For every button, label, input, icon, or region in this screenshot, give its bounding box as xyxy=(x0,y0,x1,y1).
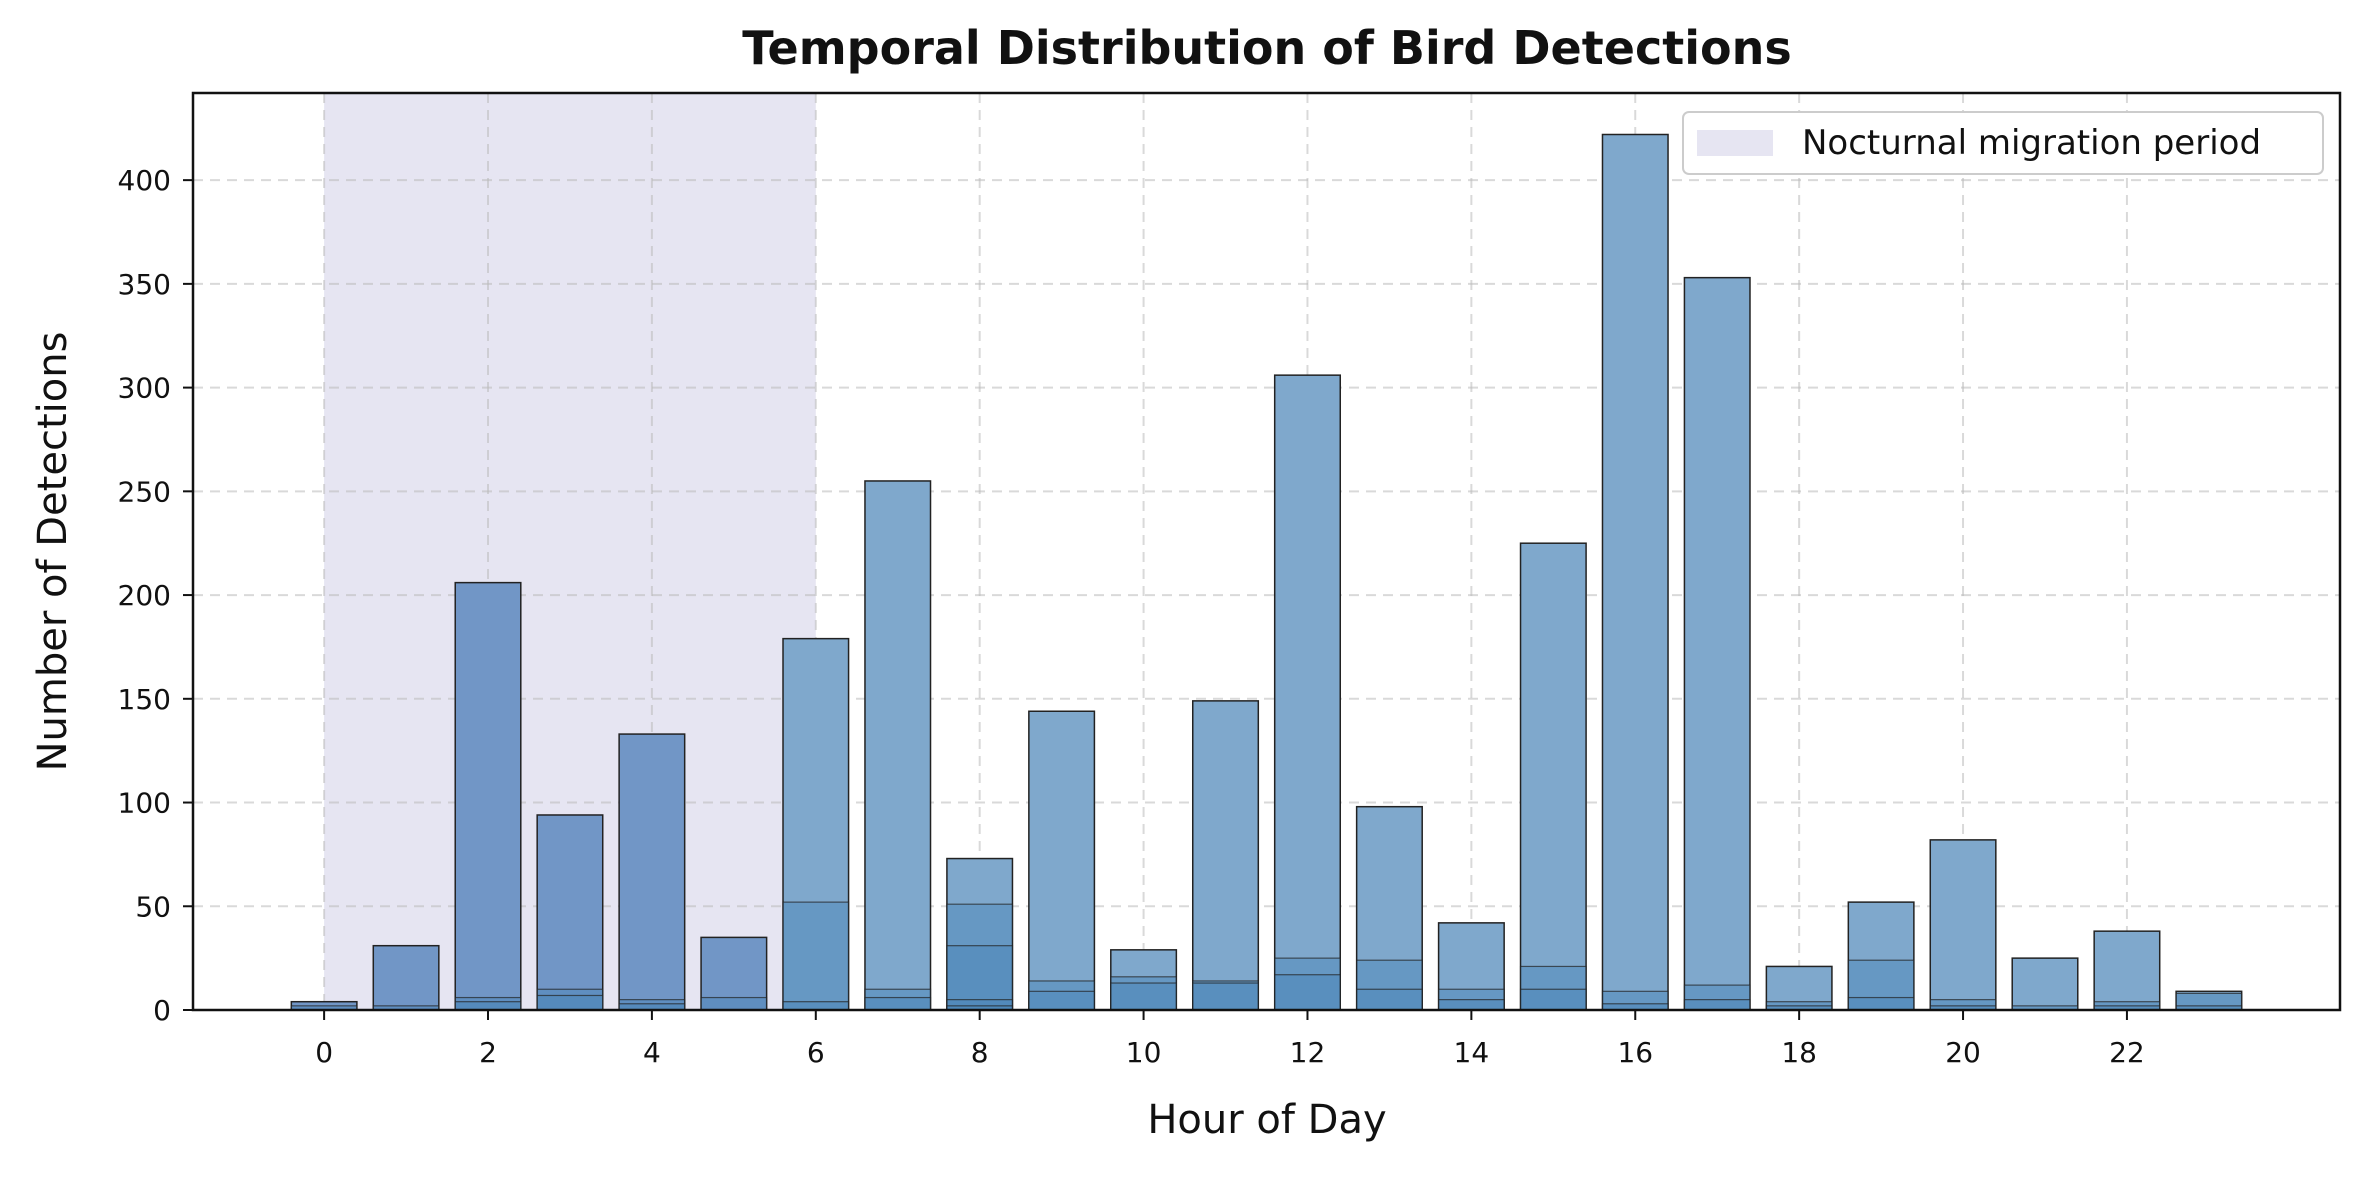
x-tick-label: 8 xyxy=(971,1036,989,1069)
x-tick-label: 12 xyxy=(1290,1036,1326,1069)
y-tick-label: 150 xyxy=(118,683,171,716)
bar-hour-19 xyxy=(1847,901,1915,1011)
bar-hour-18 xyxy=(1765,965,1833,1011)
bar-hour-21 xyxy=(2011,957,2079,1011)
bar-segment-hour-5 xyxy=(700,996,768,1011)
bar-segment-hour-19 xyxy=(1847,996,1915,1011)
x-tick-label: 22 xyxy=(2109,1036,2145,1069)
x-tick-label: 4 xyxy=(643,1036,661,1069)
bar-hour-12 xyxy=(1273,374,1342,1011)
legend-swatch xyxy=(1697,130,1773,156)
bar-hour-17 xyxy=(1683,276,1751,1011)
x-tick-label: 18 xyxy=(1781,1036,1817,1069)
bar-hour-3 xyxy=(536,814,604,1011)
bar-segment-hour-13 xyxy=(1356,988,1423,1011)
legend-entry-nocturnal-migration: Nocturnal migration period xyxy=(1802,123,2261,163)
plot-frame xyxy=(191,91,2342,1012)
y-tick-label: 250 xyxy=(118,475,171,508)
bar-segment-hour-17 xyxy=(1683,984,1751,1011)
y-tick-label: 200 xyxy=(118,579,171,612)
x-tick-label: 14 xyxy=(1454,1036,1490,1069)
y-tick-label: 350 xyxy=(118,268,171,301)
y-tick-label: 300 xyxy=(118,372,171,405)
bar-hour-9 xyxy=(1028,710,1096,1011)
bar-hour-6 xyxy=(782,637,850,1011)
bar-segment-hour-15 xyxy=(1519,988,1587,1011)
bar-segment-hour-6 xyxy=(782,901,850,1011)
bar-hour-16 xyxy=(1601,133,1669,1011)
x-tick-label: 0 xyxy=(315,1036,333,1069)
y-tick-label: 100 xyxy=(118,787,171,820)
bar-segment-hour-10 xyxy=(1110,982,1177,1011)
bar-segment-hour-19 xyxy=(1847,959,1915,1011)
bar-hour-20 xyxy=(1929,839,1997,1011)
x-ticks: 0 2 4 6 8 10 12 14 16 18 20 22 xyxy=(315,1010,2145,1069)
y-tick-label: 400 xyxy=(118,164,171,197)
bar-hour-4 xyxy=(618,733,686,1011)
bar-hour-22 xyxy=(2093,930,2161,1011)
bar-hour-11 xyxy=(1191,700,1260,1011)
x-tick-label: 10 xyxy=(1126,1036,1162,1069)
y-ticks: 0 50 100 150 200 250 300 350 400 xyxy=(118,164,193,1027)
bar-hour-2 xyxy=(454,581,522,1011)
bar-segment-hour-15 xyxy=(1519,965,1587,1011)
y-axis-label: Number of Detections xyxy=(30,332,76,772)
legend: Nocturnal migration period xyxy=(1682,111,2324,175)
bar-hour-8 xyxy=(946,857,1014,1011)
bar-segment-hour-3 xyxy=(536,994,604,1011)
x-tick-label: 6 xyxy=(807,1036,825,1069)
chart-title: Temporal Distribution of Bird Detections xyxy=(742,21,1791,75)
bar-segment-hour-13 xyxy=(1356,959,1423,1011)
bar-segment-hour-14 xyxy=(1437,999,1505,1011)
bar-segment-hour-9 xyxy=(1028,990,1096,1011)
x-tick-label: 16 xyxy=(1617,1036,1653,1069)
bar-segment-hour-11 xyxy=(1192,980,1259,1011)
bar-hour-15 xyxy=(1519,542,1587,1011)
y-tick-label: 0 xyxy=(153,994,171,1027)
bars xyxy=(290,133,2243,1011)
bar-hour-13 xyxy=(1355,805,1423,1011)
x-tick-label: 2 xyxy=(479,1036,497,1069)
bar-segment-hour-11 xyxy=(1192,982,1259,1011)
x-axis-label: Hour of Day xyxy=(1147,1097,1386,1143)
bar-hour-7 xyxy=(864,480,932,1011)
bar-segment-hour-12 xyxy=(1274,974,1341,1011)
bar-segment-hour-17 xyxy=(1683,999,1751,1011)
y-tick-label: 50 xyxy=(135,890,171,923)
x-tick-label: 20 xyxy=(1945,1036,1981,1069)
bar-hour-14 xyxy=(1437,922,1505,1011)
legend-box xyxy=(1682,111,2324,175)
bar-hour-1 xyxy=(372,944,440,1011)
bar-segment-hour-7 xyxy=(864,996,932,1011)
